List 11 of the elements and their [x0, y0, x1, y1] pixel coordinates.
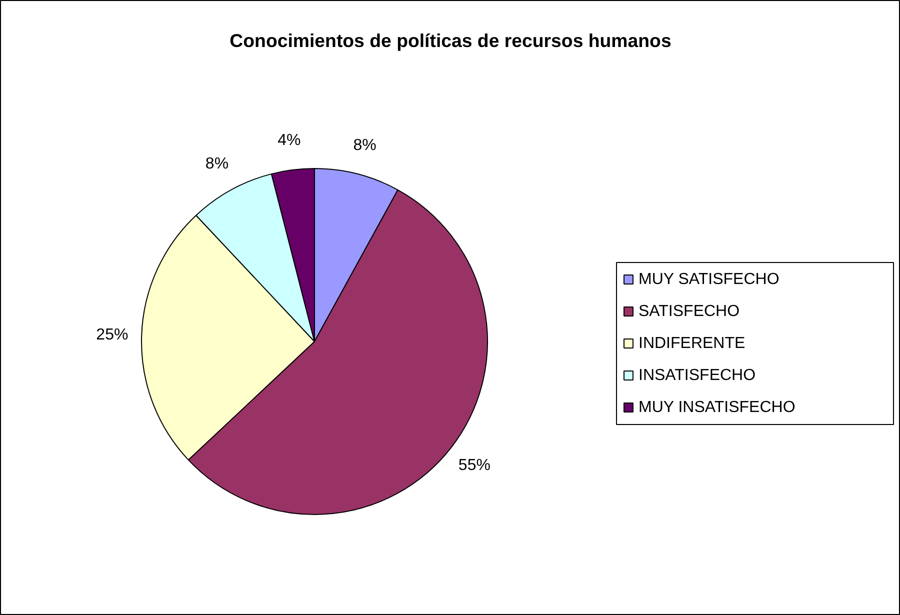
- legend-label: INSATISFECHO: [638, 367, 756, 384]
- legend-label: INDIFERENTE: [638, 335, 746, 352]
- legend-label: MUY INSATISFECHO: [638, 399, 796, 416]
- legend-label: SATISFECHO: [638, 303, 740, 320]
- legend-label: MUY SATISFECHO: [638, 271, 780, 288]
- data-label: 8%: [353, 136, 376, 154]
- data-label: 4%: [278, 132, 301, 150]
- data-label: 55%: [458, 457, 490, 474]
- data-label: 25%: [96, 326, 128, 344]
- chart-title: Conocimientos de políticas de recursos humanos: [230, 30, 672, 51]
- data-label: 8%: [205, 156, 229, 173]
